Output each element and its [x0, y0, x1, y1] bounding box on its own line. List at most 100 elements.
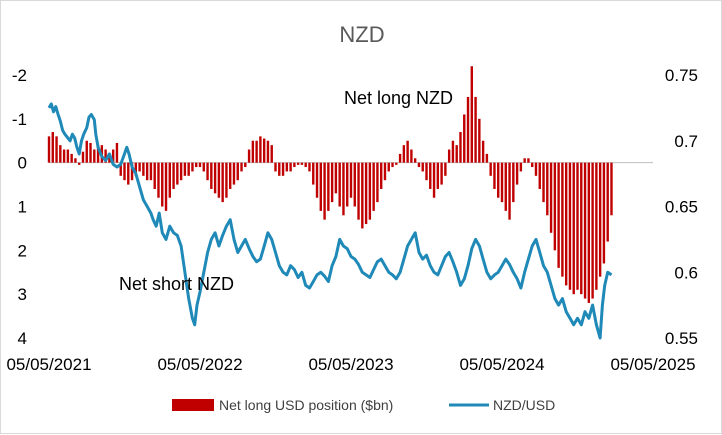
bar	[583, 162, 587, 299]
bar	[262, 138, 266, 163]
bar	[149, 162, 153, 181]
bar	[51, 131, 54, 163]
bar	[372, 162, 375, 211]
bar	[278, 162, 281, 176]
bar	[229, 162, 232, 189]
left-axis-ticks: -2 -1 0 1 2 3 4	[12, 66, 27, 348]
bar	[606, 162, 609, 242]
bar	[357, 162, 360, 220]
bar	[425, 162, 428, 181]
bar	[183, 162, 187, 176]
bar	[353, 162, 356, 207]
bar	[168, 162, 171, 198]
bar	[436, 162, 440, 189]
bar	[440, 162, 443, 185]
legend: Net long USD position ($bn) NZD/USD	[172, 397, 555, 413]
bar	[138, 162, 141, 172]
bar	[293, 162, 296, 168]
bar	[580, 162, 583, 295]
bar	[515, 162, 519, 185]
bar	[406, 140, 409, 163]
bar	[361, 162, 364, 229]
bar	[164, 162, 168, 211]
left-tick-label: 0	[18, 154, 27, 173]
x-tick-label: 05/05/2021	[6, 355, 91, 374]
bar	[564, 162, 568, 286]
bar	[572, 162, 575, 295]
bar	[240, 162, 243, 172]
bar	[161, 162, 164, 207]
bar	[466, 96, 470, 163]
bar	[319, 162, 322, 211]
bar	[127, 162, 130, 185]
bar	[62, 149, 66, 163]
bar	[289, 162, 292, 172]
bar	[119, 162, 122, 176]
bar	[417, 162, 421, 168]
x-tick-label: 05/05/2025	[610, 355, 695, 374]
bar	[523, 158, 526, 163]
bar-series	[47, 66, 653, 303]
bar	[519, 162, 523, 172]
bar	[595, 162, 598, 290]
left-tick-label: -2	[12, 66, 27, 85]
bar	[587, 162, 591, 303]
bar	[244, 162, 247, 168]
bar	[508, 162, 511, 220]
legend-label-bars: Net long USD position ($bn)	[219, 397, 393, 413]
bar	[330, 162, 334, 203]
bar	[463, 114, 466, 163]
bar	[202, 162, 205, 172]
bar	[538, 162, 541, 189]
bar	[195, 162, 198, 168]
bar	[142, 162, 145, 176]
bar	[93, 149, 96, 163]
bar	[285, 162, 289, 172]
bar	[447, 149, 451, 163]
legend-label-line: NZD/USD	[493, 397, 555, 413]
bar	[557, 162, 560, 268]
bar	[59, 145, 62, 163]
bar	[153, 162, 156, 189]
bar	[410, 149, 413, 163]
bar	[534, 162, 538, 176]
right-tick-label: 0.7	[674, 132, 698, 151]
bar	[236, 162, 239, 181]
bar	[568, 162, 572, 290]
bar	[500, 162, 504, 203]
bar	[421, 162, 424, 172]
left-tick-label: 1	[18, 198, 27, 217]
bar	[259, 136, 262, 163]
right-tick-label: 0.55	[665, 329, 698, 348]
chart-title: NZD	[339, 22, 384, 47]
bar	[225, 162, 228, 198]
bar	[274, 162, 277, 172]
bar	[546, 162, 549, 216]
bar	[74, 158, 77, 163]
bar	[444, 162, 447, 176]
bar	[111, 149, 115, 163]
bar	[561, 162, 564, 277]
bar	[591, 162, 594, 299]
bar	[497, 162, 500, 198]
bar	[134, 162, 138, 176]
left-tick-label: 4	[18, 329, 27, 348]
bar	[315, 162, 319, 198]
bar	[527, 158, 530, 163]
bar	[81, 151, 85, 163]
bar	[459, 131, 462, 163]
bar	[542, 162, 545, 203]
bar	[451, 140, 455, 163]
bar	[85, 140, 88, 163]
bar	[266, 140, 270, 163]
bar	[553, 162, 557, 251]
bar	[346, 162, 349, 207]
right-tick-label: 0.65	[665, 198, 698, 217]
bar	[413, 158, 417, 163]
left-tick-label: 3	[18, 285, 27, 304]
bar	[206, 162, 209, 181]
bar	[342, 162, 345, 216]
x-tick-label: 05/05/2024	[459, 355, 544, 374]
bar	[270, 145, 273, 163]
bar	[300, 162, 304, 165]
